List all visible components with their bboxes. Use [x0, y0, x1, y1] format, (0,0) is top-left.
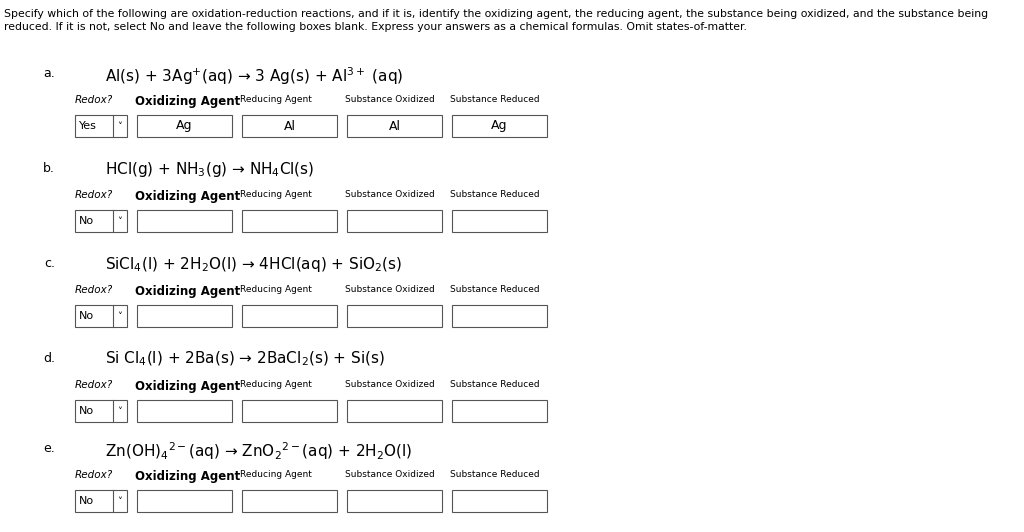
FancyBboxPatch shape [137, 115, 232, 137]
Text: Oxidizing Agent: Oxidizing Agent [135, 285, 241, 298]
Text: Substance Oxidized: Substance Oxidized [345, 380, 435, 389]
Text: Substance Reduced: Substance Reduced [450, 190, 540, 199]
Text: ˅: ˅ [118, 312, 123, 322]
Text: Reducing Agent: Reducing Agent [240, 190, 312, 199]
Text: Redox?: Redox? [75, 95, 114, 105]
Text: No: No [79, 216, 94, 226]
FancyBboxPatch shape [347, 400, 442, 422]
Text: ˅: ˅ [118, 217, 123, 227]
Text: HCl(g) + NH$_{3}$(g) → NH$_{4}$Cl(s): HCl(g) + NH$_{3}$(g) → NH$_{4}$Cl(s) [105, 160, 314, 179]
Text: ˅: ˅ [118, 407, 123, 417]
Text: Redox?: Redox? [75, 380, 114, 390]
FancyBboxPatch shape [75, 490, 127, 512]
Text: Reducing Agent: Reducing Agent [240, 95, 312, 104]
Text: Substance Oxidized: Substance Oxidized [345, 285, 435, 294]
FancyBboxPatch shape [452, 400, 547, 422]
Text: ˅: ˅ [118, 497, 123, 507]
Text: Al: Al [388, 120, 400, 132]
Text: Al(s) + 3Ag$^{+}$(aq) → 3 Ag(s) + Al$^{3+}$ (aq): Al(s) + 3Ag$^{+}$(aq) → 3 Ag(s) + Al$^{3… [105, 65, 403, 87]
Text: No: No [79, 496, 94, 506]
Text: ˅: ˅ [118, 122, 123, 132]
Text: No: No [79, 311, 94, 321]
FancyBboxPatch shape [137, 490, 232, 512]
Text: Redox?: Redox? [75, 470, 114, 480]
Text: Substance Reduced: Substance Reduced [450, 285, 540, 294]
FancyBboxPatch shape [452, 115, 547, 137]
FancyBboxPatch shape [452, 305, 547, 327]
FancyBboxPatch shape [242, 210, 337, 232]
FancyBboxPatch shape [347, 210, 442, 232]
FancyBboxPatch shape [75, 210, 127, 232]
Text: Substance Reduced: Substance Reduced [450, 95, 540, 104]
Text: Substance Oxidized: Substance Oxidized [345, 470, 435, 479]
Text: Al: Al [284, 120, 296, 132]
FancyBboxPatch shape [242, 115, 337, 137]
Text: a.: a. [43, 67, 55, 80]
FancyBboxPatch shape [242, 305, 337, 327]
Text: Substance Oxidized: Substance Oxidized [345, 190, 435, 199]
FancyBboxPatch shape [452, 210, 547, 232]
Text: Oxidizing Agent: Oxidizing Agent [135, 380, 241, 393]
Text: No: No [79, 406, 94, 416]
Text: Reducing Agent: Reducing Agent [240, 470, 312, 479]
Text: reduced. If it is not, select No and leave the following boxes blank. Express yo: reduced. If it is not, select No and lea… [4, 22, 746, 32]
FancyBboxPatch shape [75, 115, 127, 137]
Text: Redox?: Redox? [75, 190, 114, 200]
Text: Oxidizing Agent: Oxidizing Agent [135, 470, 241, 483]
Text: c.: c. [44, 257, 55, 270]
Text: Substance Reduced: Substance Reduced [450, 470, 540, 479]
Text: Ag: Ag [492, 120, 508, 132]
FancyBboxPatch shape [347, 305, 442, 327]
Text: SiCl$_{4}$(l) + 2H$_{2}$O(l) → 4HCl(aq) + SiO$_{2}$(s): SiCl$_{4}$(l) + 2H$_{2}$O(l) → 4HCl(aq) … [105, 255, 402, 274]
FancyBboxPatch shape [347, 115, 442, 137]
FancyBboxPatch shape [75, 400, 127, 422]
Text: Ag: Ag [176, 120, 193, 132]
Text: Yes: Yes [79, 121, 97, 131]
FancyBboxPatch shape [137, 210, 232, 232]
FancyBboxPatch shape [347, 490, 442, 512]
Text: Oxidizing Agent: Oxidizing Agent [135, 190, 241, 203]
Text: Specify which of the following are oxidation-reduction reactions, and if it is, : Specify which of the following are oxida… [4, 9, 988, 19]
Text: Reducing Agent: Reducing Agent [240, 285, 312, 294]
Text: Substance Reduced: Substance Reduced [450, 380, 540, 389]
Text: Reducing Agent: Reducing Agent [240, 380, 312, 389]
FancyBboxPatch shape [137, 400, 232, 422]
Text: Zn(OH)$_{4}$$^{2-}$(aq) → ZnO$_{2}$$^{2-}$(aq) + 2H$_{2}$O(l): Zn(OH)$_{4}$$^{2-}$(aq) → ZnO$_{2}$$^{2-… [105, 440, 413, 462]
Text: Si Cl$_{4}$(l) + 2Ba(s) → 2BaCl$_{2}$(s) + Si(s): Si Cl$_{4}$(l) + 2Ba(s) → 2BaCl$_{2}$(s)… [105, 350, 385, 368]
FancyBboxPatch shape [452, 490, 547, 512]
Text: d.: d. [43, 352, 55, 365]
FancyBboxPatch shape [75, 305, 127, 327]
Text: e.: e. [43, 442, 55, 455]
FancyBboxPatch shape [137, 305, 232, 327]
Text: Oxidizing Agent: Oxidizing Agent [135, 95, 241, 108]
Text: Redox?: Redox? [75, 285, 114, 295]
Text: Substance Oxidized: Substance Oxidized [345, 95, 435, 104]
FancyBboxPatch shape [242, 400, 337, 422]
FancyBboxPatch shape [242, 490, 337, 512]
Text: b.: b. [43, 162, 55, 175]
